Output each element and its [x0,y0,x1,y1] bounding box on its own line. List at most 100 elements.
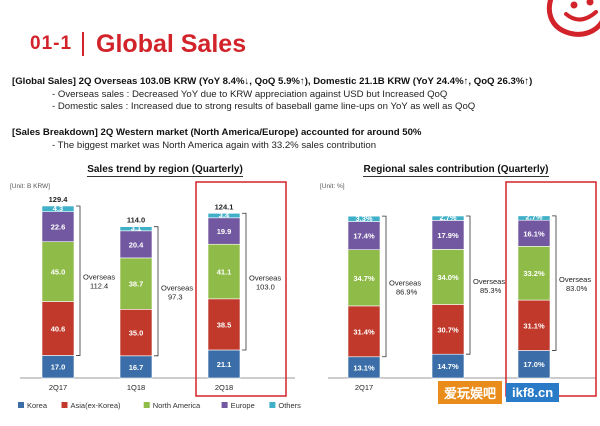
sales-breakdown-note: - The biggest market was North America a… [52,140,377,151]
overseas-label-2q17: Overseas [83,273,115,282]
value-label-north-america-2q17: 34.7% [353,274,375,283]
overseas-value-2q17: 86.9% [396,287,418,296]
overseas-label-2q17: Overseas [389,278,421,287]
value-label-others-2q17: 3.3% [355,214,372,223]
overseas-label-1q18: Overseas [161,283,193,292]
value-label-europe-2q18: 19.9 [217,227,232,236]
domestic-sales-note: - Domestic sales : Increased due to stro… [52,101,476,112]
overseas-bracket-2q18 [552,215,557,351]
highlight-box-2q18 [195,181,287,397]
bar-others-2q17 [347,215,381,222]
bar-others-2q18 [517,215,551,221]
title-divider [82,32,85,56]
bar-north-america-1q18 [119,257,153,310]
watermark: 爱玩娱吧 ikf8.cn [438,380,590,404]
value-label-asia-ex-korea-1q18: 35.0 [129,329,144,338]
chart-2-title: Regional sales contribution (Quarterly) [363,164,549,177]
value-label-europe-2q18: 16.1% [523,229,545,238]
value-label-europe-1q18: 20.4 [129,240,144,249]
legend-swatch-north-america [143,402,150,408]
legend-label-asia-ex-korea: Asia(ex-Korea) [71,401,122,410]
bar-europe-2q17 [347,221,381,250]
bar-europe-1q18 [431,220,465,250]
value-label-north-america-2q18: 41.1 [217,268,232,277]
bar-others-2q17 [41,205,75,212]
overseas-label-2q18: Overseas [559,275,591,284]
value-label-europe-2q17: 22.6 [51,223,66,232]
value-label-korea-2q17: 17.0 [51,363,66,372]
value-label-asia-ex-korea-1q18: 30.7% [437,325,459,334]
overseas-label-2q18: Overseas [249,274,281,283]
legend-label-north-america: North America [153,401,201,410]
bar-korea-2q18 [517,350,551,379]
x-tick-1q18: 1Q18 [127,383,145,392]
bar-asia-ex-korea-2q18 [517,299,551,351]
overseas-bracket-2q18 [242,212,247,351]
x-tick-2q17: 2Q17 [49,383,67,392]
chart-legend: Korea Asia(ex-Korea) North America Europe Ot… [18,401,301,410]
legend-swatch-others [269,402,276,408]
legend-label-korea: Korea [27,401,48,410]
value-label-korea-1q18: 16.7 [129,363,144,372]
x-tick-2q17: 2Q17 [355,383,373,392]
value-label-north-america-2q17: 45.0 [51,268,66,277]
bar-others-1q18 [119,226,153,232]
overseas-sales-note: - Overseas sales : Decreased YoY due to … [52,89,448,100]
legend-label-others: Others [278,401,301,410]
value-label-asia-ex-korea-2q18: 31.1% [523,321,545,330]
bar-others-1q18 [431,215,465,221]
value-label-korea-2q17: 13.1% [353,363,375,372]
legend-swatch-korea [18,402,24,408]
chart-1-title: Sales trend by region (Quarterly) [87,164,243,177]
bar-north-america-2q18 [517,245,551,301]
value-label-north-america-1q18: 38.7 [129,280,144,289]
value-label-north-america-1q18: 34.0% [437,273,459,282]
value-label-others-1q18: 3.1 [131,223,141,232]
value-label-korea-1q18: 14.7% [437,362,459,371]
total-label-1q18: 114.0 [127,216,145,225]
bar-north-america-1q18 [431,249,465,305]
total-label-2q17: 129.4 [49,195,69,204]
total-label-2q18: 124.1 [215,202,234,211]
bar-others-2q18 [207,212,241,219]
legend-swatch-europe [221,402,228,408]
overseas-value-2q17: 112.4 [90,282,108,291]
page-title: Global Sales [96,29,247,58]
watermark-site-name: 爱玩娱吧 [438,380,503,404]
value-label-asia-ex-korea-2q17: 40.6 [51,324,66,333]
overseas-value-1q18: 85.3% [480,286,502,295]
value-label-asia-ex-korea-2q17: 31.4% [353,327,375,336]
bar-north-america-2q17 [41,241,75,302]
chart-unit-label: [Unit: B KRW] [10,183,50,190]
overseas-value-2q18: 83.0% [566,284,588,293]
bar-north-america-2q17 [347,249,381,307]
legend-swatch-asia-ex-korea [61,402,68,408]
value-label-others-2q18: 3.4 [219,210,230,219]
value-label-asia-ex-korea-2q18: 38.5 [217,320,232,329]
value-label-others-2q17: 4.3 [53,204,63,213]
bar-asia-ex-korea-2q17 [41,301,75,356]
global-sales-summary: [Global Sales] 2Q Overseas 103.0B KRW (Y… [12,76,533,87]
overseas-bracket-2q17 [76,205,81,356]
overseas-bracket-1q18 [154,226,159,357]
bar-asia-ex-korea-2q17 [347,305,381,358]
bar-europe-2q18 [207,217,241,245]
bar-europe-1q18 [119,230,153,259]
x-tick-2q18: 2Q18 [215,383,233,392]
value-label-north-america-2q18: 33.2% [523,269,545,278]
bar-asia-ex-korea-1q18 [431,304,465,355]
overseas-value-2q18: 103.0 [256,283,275,292]
value-label-others-2q18: 2.7% [525,213,542,222]
value-label-europe-1q18: 17.9% [437,231,459,240]
value-label-others-1q18: 2.7% [439,213,456,222]
watermark-url: ikf8.cn [506,382,560,402]
legend-label-europe: Europe [231,401,255,410]
overseas-bracket-1q18 [466,215,471,355]
title-row: 01-1 Global Sales [30,24,246,64]
bar-asia-ex-korea-1q18 [119,309,153,357]
regional-contribution-chart: [Unit: %] 13.1% 31.4% 34.7% 17.4% 3.3% Oversea… [320,181,597,397]
value-label-korea-2q18: 17.0% [523,360,545,369]
overseas-label-1q18: Overseas [473,277,505,286]
